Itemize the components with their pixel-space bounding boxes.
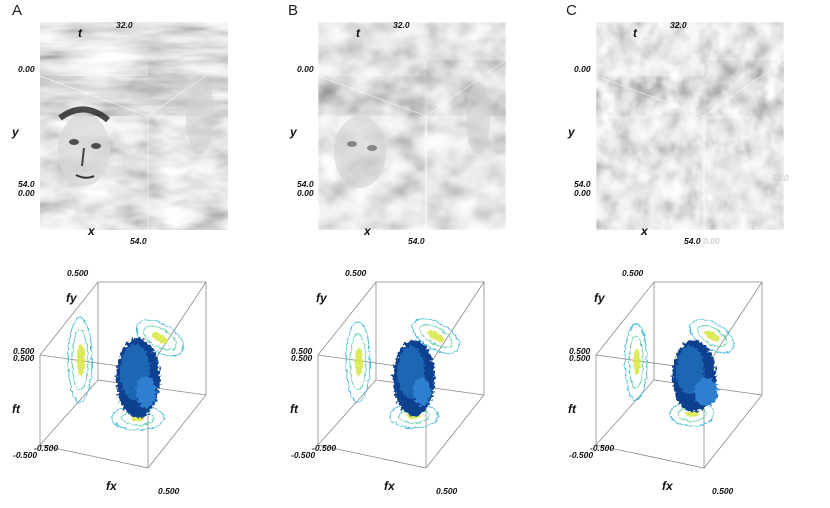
panel-letter-b: B xyxy=(288,2,298,19)
tick-origin-top: 0.00 xyxy=(297,64,314,74)
tick-ft-lower-2: -0.500 xyxy=(291,450,315,460)
axis-label-x: x xyxy=(640,224,649,238)
contour-top xyxy=(412,318,460,354)
spectrum-plot-b: fy 0.500 0.500 0.500 ft -0.500 -0.500 fx… xyxy=(290,268,485,496)
face-silhouette xyxy=(58,75,214,186)
axis-label-t: t xyxy=(356,26,361,40)
tick-ft-upper: 0.500 xyxy=(569,346,591,356)
tick-fy-top: 0.500 xyxy=(622,268,644,278)
tick-t-max: 32.0 xyxy=(670,20,687,30)
tick-fx-right: 0.500 xyxy=(712,486,734,496)
spectrum-plot-a: fy 0.500 0.500 0.500 ft -0.500 -0.500 fx… xyxy=(12,268,207,496)
tick-x-max: 54.0 xyxy=(408,236,425,246)
tick-ft-lower: -0.500 xyxy=(312,443,336,453)
tick-fy-top: 0.500 xyxy=(67,268,89,278)
tick-ft-lower: -0.500 xyxy=(34,443,58,453)
tick-y-max: 54.0 xyxy=(297,179,314,189)
tick-y-max: 54.0 xyxy=(574,179,591,189)
tick-fx-right: 0.500 xyxy=(436,486,458,496)
contour-left xyxy=(67,317,93,403)
video-cube-c: t 32.0 0.00 y 54.0 0.00 x 54.0 32.0 0.00… xyxy=(567,20,789,246)
tick-fy-top: 0.500 xyxy=(345,268,367,278)
tick-fx-right: 0.500 xyxy=(158,486,180,496)
axis-label-fx: fx xyxy=(662,479,674,493)
axis-label-y: y xyxy=(11,125,20,139)
spectrum-volume-blob xyxy=(672,340,718,412)
axis-label-x: x xyxy=(87,224,96,238)
tick-ft-upper-2: 0.500 xyxy=(569,353,591,363)
axis-label-t-back: t xyxy=(751,219,756,233)
axis-label-x: x xyxy=(363,224,372,238)
axis-label-t: t xyxy=(633,26,638,40)
contour-left xyxy=(345,321,371,403)
spectrum-plot-c: fy 0.500 0.500 0.500 ft -0.500 -0.500 fx… xyxy=(568,268,763,496)
axis-label-y: y xyxy=(567,125,576,139)
face-silhouette xyxy=(334,82,490,188)
panel-letter-c: C xyxy=(566,2,577,19)
video-cube-b: t 32.0 0.00 y 54.0 0.00 x 54.0 xyxy=(289,20,507,246)
axis-label-fy: fy xyxy=(66,291,78,305)
tick-origin-back: 0.00 xyxy=(703,236,720,246)
contour-left xyxy=(624,323,648,401)
axis-label-fx: fx xyxy=(106,479,118,493)
spectrum-volume-blob xyxy=(393,340,435,416)
axis-label-ft: ft xyxy=(290,402,299,416)
tick-x-max: 54.0 xyxy=(684,236,701,246)
video-cube-a: t 32.0 0.00 y 54.0 0.00 x 54.0 xyxy=(11,20,229,246)
tick-t-max-back: 32.0 xyxy=(772,173,789,183)
contour-top xyxy=(689,319,735,353)
tick-t-max: 32.0 xyxy=(116,20,133,30)
axis-label-y: y xyxy=(289,125,298,139)
tick-ft-upper: 0.500 xyxy=(291,346,313,356)
tick-x-max: 54.0 xyxy=(130,236,147,246)
tick-ft-lower-2: -0.500 xyxy=(569,450,593,460)
cube-front-face xyxy=(596,76,704,230)
axis-label-ft: ft xyxy=(568,402,577,416)
tick-ft-upper-2: 0.500 xyxy=(291,353,313,363)
axis-label-fy: fy xyxy=(594,291,606,305)
spectrum-volume-blob xyxy=(116,338,160,418)
tick-y-max: 54.0 xyxy=(18,179,35,189)
axis-label-fy: fy xyxy=(316,291,328,305)
tick-origin-top: 0.00 xyxy=(574,64,591,74)
cube-side-face xyxy=(704,60,784,230)
tick-ft-lower-2: -0.500 xyxy=(13,450,37,460)
panel-letter-a: A xyxy=(12,2,22,19)
tick-origin-bottom: 0.00 xyxy=(574,188,591,198)
axis-label-ft: ft xyxy=(12,402,21,416)
tick-origin-bottom: 0.00 xyxy=(18,188,35,198)
tick-origin-bottom: 0.00 xyxy=(297,188,314,198)
tick-origin-top: 0.00 xyxy=(18,64,35,74)
tick-ft-upper-2: 0.500 xyxy=(13,353,35,363)
tick-ft-lower: -0.500 xyxy=(590,443,614,453)
tick-t-max: 32.0 xyxy=(393,20,410,30)
axis-label-t: t xyxy=(78,26,83,40)
tick-ft-upper: 0.500 xyxy=(13,346,35,356)
axis-label-fx: fx xyxy=(384,479,396,493)
